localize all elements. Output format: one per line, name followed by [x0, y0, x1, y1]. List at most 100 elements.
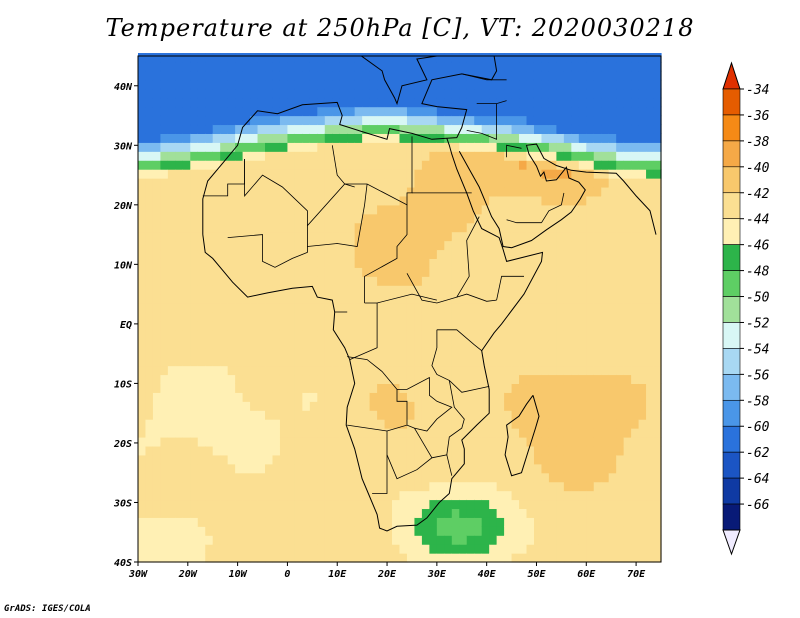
field-cell: [466, 517, 475, 527]
field-cell: [608, 463, 617, 474]
field-cell: [317, 472, 326, 483]
field-cell: [287, 53, 296, 63]
field-cell: [302, 142, 311, 152]
field-cell: [638, 97, 647, 108]
field-cell: [377, 106, 386, 117]
field-cell: [339, 445, 348, 456]
field-cell: [548, 222, 557, 233]
field-cell: [444, 365, 453, 376]
field-cell: [653, 106, 662, 117]
field-cell: [197, 544, 206, 554]
field-cell: [638, 186, 647, 197]
field-cell: [265, 79, 274, 90]
field-cell: [190, 347, 199, 358]
field-cell: [563, 258, 572, 268]
field-cell: [459, 374, 468, 385]
field-cell: [272, 517, 281, 527]
field-cell: [421, 338, 430, 349]
field-cell: [362, 240, 371, 251]
field-cell: [339, 401, 348, 411]
field-cell: [646, 544, 655, 554]
field-cell: [444, 445, 453, 456]
field-cell: [526, 285, 535, 295]
field-cell: [586, 124, 595, 134]
field-cell: [429, 436, 438, 447]
field-cell: [541, 70, 550, 81]
field-cell: [444, 267, 453, 277]
field-cell: [138, 231, 147, 242]
field-cell: [212, 517, 221, 527]
field-cell: [399, 276, 408, 286]
field-cell: [406, 231, 416, 242]
field-cell: [406, 133, 416, 143]
field-cell: [347, 544, 356, 554]
field-cell: [541, 454, 550, 465]
field-cell: [638, 133, 647, 143]
field-cell: [152, 481, 162, 492]
field-cell: [242, 526, 251, 536]
field-cell: [302, 115, 311, 126]
field-cell: [197, 508, 206, 518]
field-cell: [421, 401, 430, 411]
field-cell: [302, 436, 311, 447]
field-cell: [556, 267, 565, 277]
field-cell: [220, 276, 229, 286]
field-cell: [563, 70, 572, 81]
field-cell: [623, 356, 632, 367]
field-cell: [347, 535, 356, 545]
field-cell: [436, 392, 445, 402]
field-cell: [623, 392, 632, 402]
field-cell: [414, 186, 423, 197]
field-cell: [519, 61, 528, 72]
field-cell: [511, 338, 520, 349]
field-cell: [489, 258, 498, 268]
field-cell: [556, 338, 565, 349]
field-cell: [623, 338, 632, 349]
lat-tick-label: 10N: [114, 260, 133, 271]
field-cell: [631, 311, 640, 322]
field-cell: [190, 365, 199, 376]
field-cell: [504, 231, 513, 242]
field-cell: [496, 490, 505, 501]
field-cell: [167, 151, 176, 161]
field-cell: [451, 472, 460, 483]
field-cell: [556, 445, 565, 456]
field-cell: [519, 204, 528, 215]
field-cell: [623, 79, 632, 90]
field-cell: [332, 213, 341, 224]
field-cell: [571, 303, 580, 313]
field-cell: [429, 535, 438, 545]
field-cell: [593, 231, 602, 242]
field-cell: [601, 53, 610, 63]
field-cell: [444, 169, 453, 179]
field-cell: [504, 428, 513, 438]
field-cell: [227, 544, 236, 554]
field-cell: [578, 186, 587, 197]
field-cell: [578, 249, 587, 259]
field-cell: [548, 303, 557, 313]
field-cell: [466, 490, 475, 501]
colorbar-label: -58: [746, 394, 770, 409]
field-cell: [623, 508, 632, 518]
field-cell: [324, 535, 333, 545]
field-cell: [309, 249, 318, 259]
field-cell: [138, 454, 147, 465]
field-cell: [392, 517, 401, 527]
field-cell: [586, 79, 595, 90]
field-cell: [399, 329, 408, 340]
field-cell: [593, 303, 602, 313]
field-cell: [257, 169, 266, 179]
field-cell: [392, 222, 401, 233]
field-cell: [578, 499, 587, 510]
field-cell: [571, 204, 580, 215]
field-cell: [175, 428, 184, 438]
field-cell: [235, 419, 244, 429]
field-cell: [466, 383, 475, 393]
field-cell: [444, 526, 453, 536]
field-cell: [631, 169, 640, 179]
field-cell: [533, 53, 543, 63]
field-cell: [429, 231, 438, 242]
field-cell: [175, 463, 184, 474]
field-cell: [227, 401, 236, 411]
field-cell: [489, 544, 498, 554]
